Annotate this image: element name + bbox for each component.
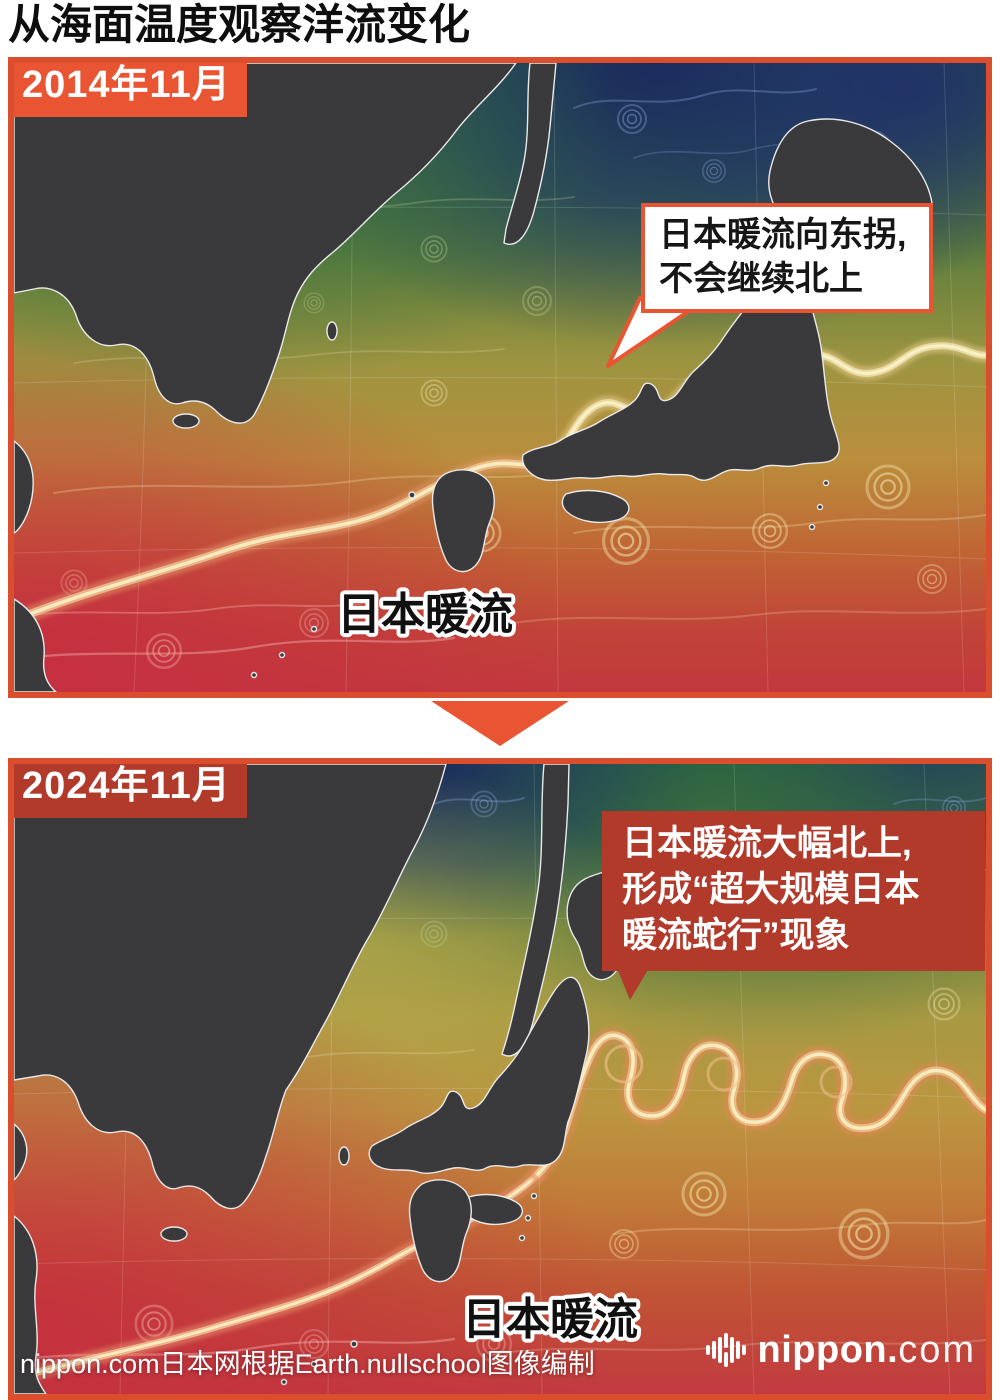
nippon-soundbars-icon: [705, 1333, 746, 1367]
landmass-layer: [14, 764, 709, 1394]
callout-2024-line2: 形成“超大规模日本: [622, 869, 920, 909]
down-arrow-icon: [431, 701, 569, 746]
landmass-china-coast-south: [14, 598, 57, 692]
callout-2014: 日本暖流向东拐, 不会继续北上: [641, 203, 933, 314]
landmass-china-coast: [14, 440, 34, 534]
landmass-shikoku: [561, 489, 630, 524]
credit-text: nippon.com日本网根据Earth.nullschool图像编制: [20, 1349, 595, 1379]
island-tsushima: [338, 1146, 350, 1166]
flow-texture-layer: [14, 88, 986, 669]
callout-2014-line2: 不会继续北上: [659, 260, 863, 299]
landmass-china-coast-south: [14, 1215, 47, 1394]
landmass-kyushu: [408, 1179, 472, 1283]
callout-2014-line1: 日本暖流向东拐,: [659, 216, 907, 254]
callout-2024-line1: 日本暖流大幅北上,: [622, 824, 912, 863]
year-badge-2014: 2014年11月: [14, 63, 247, 117]
map-panel-2014: 2014年11月 日本暖流向东拐, 不会继续北上 日本暖流: [8, 57, 992, 698]
landmass-china-coast: [14, 1123, 28, 1181]
island-tsushima: [326, 321, 338, 341]
island-jeju: [160, 1226, 188, 1242]
landmass-asia-mainland-korea: [14, 63, 517, 424]
map-panel-2024: 2024年11月 日本暖流大幅北上, 形成“超大规模日本 暖流蛇行”现象 日本暖…: [8, 758, 992, 1400]
callout-2024-line3: 暖流蛇行”现象: [622, 915, 850, 955]
current-label-2024-svg: 日本暖流: [458, 1291, 642, 1348]
current-label-2014-svg: 日本暖流: [333, 586, 517, 643]
landmass-asia-mainland-korea: [14, 764, 447, 1210]
island-jeju: [172, 413, 200, 429]
landmass-kyushu: [431, 469, 495, 573]
year-badge-2024: 2024年11月: [14, 764, 247, 818]
current-label-2024: 日本暖流: [462, 1295, 638, 1344]
brand-text-bold: nippon.: [757, 1328, 899, 1371]
landmass-honshu: [368, 976, 590, 1175]
landmass-sakhalin: [501, 764, 570, 1057]
page-title: 从海面温度观察洋流变化: [8, 1, 471, 48]
brand-text-light: com: [898, 1328, 976, 1371]
callout-2024: 日本暖流大幅北上, 形成“超大规模日本 暖流蛇行”现象: [602, 811, 985, 971]
sea-temperature-map-2014: [14, 63, 986, 692]
nippon-logo: nippon. com: [705, 1328, 976, 1372]
landmass-sakhalin: [503, 63, 557, 245]
current-label-2014: 日本暖流: [337, 590, 513, 639]
